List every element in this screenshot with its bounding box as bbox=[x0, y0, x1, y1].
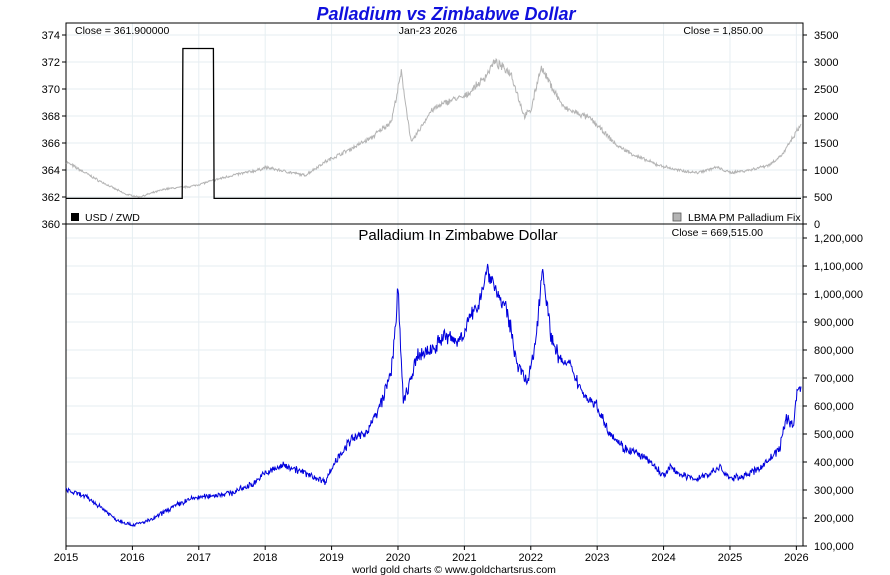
x-axis: 2015 2016 2017 2018 2019 2020 2021 2022 2023 2024… bbox=[54, 546, 809, 564]
top-left-tick-label: 364 bbox=[42, 165, 60, 177]
top-right-tick-label: 1000 bbox=[814, 165, 838, 177]
bottom-right-axis: 100,000 200,000 300,000 400,000 500,000 600,0… bbox=[803, 233, 863, 553]
bottom-right-tick-label: 300,000 bbox=[814, 485, 854, 497]
top-left-tick-label: 360 bbox=[42, 219, 60, 231]
top-panel-frame bbox=[65, 22, 804, 225]
top-header-right: Close = 1,850.00 bbox=[683, 25, 763, 37]
bottom-header-right: Close = 669,515.00 bbox=[672, 227, 764, 239]
bottom-right-tick-label: 900,000 bbox=[814, 317, 854, 329]
footer-credit: world gold charts © www.goldchartsrus.co… bbox=[351, 564, 556, 575]
legend-label-usd-zwd: USD / ZWD bbox=[85, 212, 140, 224]
bottom-right-tick-label: 1,000,000 bbox=[814, 289, 863, 301]
x-tick-label: 2018 bbox=[253, 552, 277, 564]
x-tick-label: 2017 bbox=[187, 552, 211, 564]
bottom-right-tick-label: 700,000 bbox=[814, 373, 854, 385]
top-panel-series bbox=[65, 47, 802, 200]
bottom-panel-frame bbox=[65, 223, 804, 547]
bottom-right-tick-label: 1,100,000 bbox=[814, 261, 863, 273]
top-left-tick-label: 370 bbox=[42, 84, 60, 96]
bottom-right-tick-label: 1,200,000 bbox=[814, 233, 863, 245]
x-tick-label: 2019 bbox=[319, 552, 343, 564]
bottom-right-tick-label: 400,000 bbox=[814, 457, 854, 469]
bottom-right-tick-label: 600,000 bbox=[814, 401, 854, 413]
x-tick-label: 2026 bbox=[784, 552, 808, 564]
top-right-tick-label: 3500 bbox=[814, 30, 838, 42]
legend-label-palladium-fix: LBMA PM Palladium Fix bbox=[688, 212, 801, 224]
top-left-tick-label: 366 bbox=[42, 138, 60, 150]
x-tick-label: 2020 bbox=[386, 552, 410, 564]
bottom-right-tick-label: 800,000 bbox=[814, 345, 854, 357]
top-left-tick-label: 374 bbox=[42, 30, 60, 42]
legend-swatch-usd-zwd bbox=[71, 213, 79, 221]
x-tick-label: 2021 bbox=[452, 552, 476, 564]
bottom-right-tick-label: 500,000 bbox=[814, 429, 854, 441]
top-right-tick-label: 1500 bbox=[814, 138, 838, 150]
top-left-tick-label: 368 bbox=[42, 111, 60, 123]
bottom-panel-gridlines bbox=[65, 224, 803, 547]
palladium-zwd-line bbox=[65, 263, 802, 528]
legend-swatch-palladium-fix bbox=[672, 212, 682, 222]
top-header-center: Jan-23 2026 bbox=[399, 25, 458, 37]
bottom-right-tick-label: 100,000 bbox=[814, 541, 854, 553]
top-left-tick-label: 362 bbox=[42, 192, 60, 204]
bottom-panel-title: Palladium In Zimbabwe Dollar bbox=[358, 227, 557, 244]
x-tick-label: 2016 bbox=[120, 552, 144, 564]
palladium-usd-line bbox=[65, 57, 802, 199]
top-right-tick-label: 3000 bbox=[814, 57, 838, 69]
bottom-panel-series bbox=[65, 263, 802, 528]
x-tick-label: 2023 bbox=[585, 552, 609, 564]
top-panel-gridlines bbox=[65, 23, 803, 225]
top-left-tick-label: 372 bbox=[42, 57, 60, 69]
x-tick-label: 2025 bbox=[718, 552, 742, 564]
top-header-left: Close = 361.900000 bbox=[75, 25, 169, 37]
top-right-tick-label: 2500 bbox=[814, 84, 838, 96]
top-left-axis: 360 362 364 366 368 370 372 374 bbox=[42, 30, 66, 231]
top-right-tick-label: 2000 bbox=[814, 111, 838, 123]
top-right-tick-label: 0 bbox=[814, 219, 820, 231]
chart-title: Palladium vs Zimbabwe Dollar bbox=[316, 4, 576, 24]
top-right-tick-label: 500 bbox=[814, 192, 832, 204]
x-tick-label: 2024 bbox=[651, 552, 675, 564]
bottom-right-tick-label: 200,000 bbox=[814, 513, 854, 525]
usd-zwd-line bbox=[66, 47, 801, 200]
x-tick-label: 2022 bbox=[519, 552, 543, 564]
x-tick-label: 2015 bbox=[54, 552, 78, 564]
top-right-axis: 0 500 1000 1500 2000 2500 3000 3500 bbox=[803, 30, 838, 231]
